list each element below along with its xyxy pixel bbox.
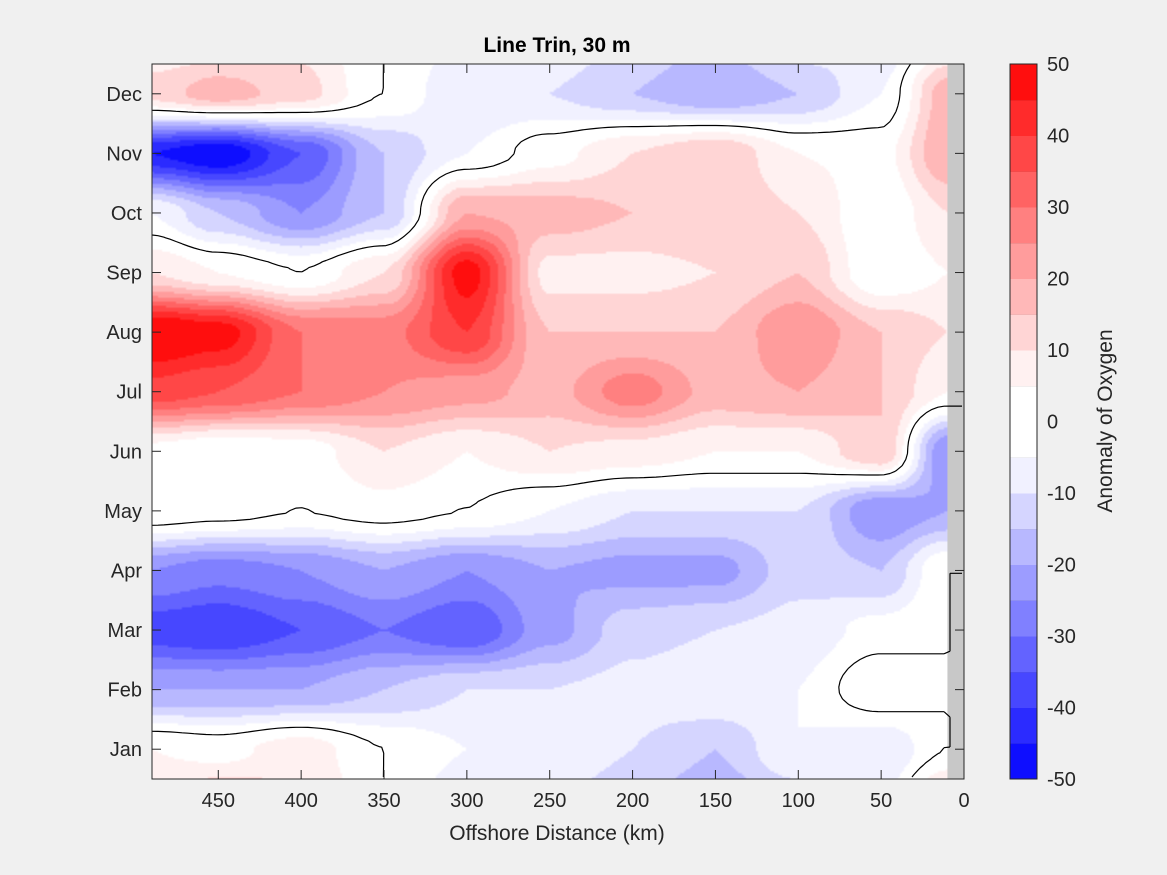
- y-tick-label: Aug: [106, 322, 142, 344]
- zero-contour-path: [152, 64, 962, 778]
- colorbar-band: [1010, 207, 1037, 244]
- y-tick-label: Oct: [111, 203, 143, 225]
- x-tick-label: 0: [958, 790, 969, 812]
- y-tick-label: Jul: [116, 382, 142, 404]
- y-axis: Jan Feb Mar Apr May Jun Jul Aug Sep Oct Nov Dec: [104, 84, 964, 761]
- colorbar-band: [1010, 421, 1037, 458]
- colorbar-tick-label: 20: [1047, 269, 1069, 291]
- y-tick-label: Apr: [111, 560, 142, 582]
- plot-area: [151, 63, 965, 780]
- heatmap-image: [152, 64, 964, 779]
- y-tick-label: May: [104, 501, 142, 523]
- colorbar-tick-label: 10: [1047, 340, 1069, 362]
- colorbar-band: [1010, 385, 1037, 422]
- y-tick-label: Feb: [108, 680, 142, 702]
- colorbar-band: [1010, 135, 1037, 172]
- colorbar-tick-label: 0: [1047, 412, 1058, 434]
- colorbar-tick-label: -30: [1047, 626, 1076, 648]
- colorbar-band: [1010, 64, 1037, 101]
- x-axis-label: Offshore Distance (km): [449, 822, 665, 845]
- chart-title: Line Trin, 30 m: [483, 34, 630, 57]
- colorbar-band: [1010, 707, 1037, 744]
- colorbar-bands: [1010, 63, 1037, 780]
- colorbar-tick-label: -50: [1047, 769, 1076, 791]
- no-data-band: [947, 64, 964, 779]
- y-tick-label: Jan: [110, 739, 142, 761]
- colorbar-frame: [1009, 63, 1038, 780]
- x-tick-label: 150: [699, 790, 732, 812]
- colorbar-tick-label: -40: [1047, 698, 1076, 720]
- colorbar-band: [1010, 457, 1037, 494]
- colorbar-tick-label: -10: [1047, 483, 1076, 505]
- colorbar-band: [1010, 600, 1037, 637]
- colorbar: 50 40 30 20 10 0 -10 -20 -30 -40 -50 Anomaly of Ox…: [1009, 54, 1117, 791]
- colorbar-band: [1010, 493, 1037, 530]
- colorbar-band: [1010, 242, 1037, 279]
- colorbar-band: [1010, 564, 1037, 601]
- colorbar-tick-label: -20: [1047, 555, 1076, 577]
- colorbar-band: [1010, 743, 1037, 780]
- plot-frame: [151, 63, 965, 780]
- colorbar-ticks: 50 40 30 20 10 0 -10 -20 -30 -40 -50: [1047, 54, 1076, 791]
- x-axis: 450 400 350 300 250 200 150 100 50 0: [202, 64, 970, 812]
- y-tick-label: Jun: [110, 441, 142, 463]
- colorbar-band: [1010, 278, 1037, 315]
- x-tick-label: 450: [202, 790, 235, 812]
- colorbar-band: [1010, 99, 1037, 136]
- colorbar-band: [1010, 671, 1037, 708]
- colorbar-label: Anomaly of Oxygen: [1094, 329, 1117, 512]
- zero-contour-lines: [152, 64, 962, 778]
- x-tick-label: 200: [616, 790, 649, 812]
- colorbar-band: [1010, 171, 1037, 208]
- colorbar-tick-label: 50: [1047, 54, 1069, 76]
- y-tick-label: Mar: [108, 620, 143, 642]
- y-tick-label: Nov: [106, 143, 142, 165]
- colorbar-band: [1010, 528, 1037, 565]
- colorbar-tick-label: 40: [1047, 126, 1069, 148]
- colorbar-band: [1010, 350, 1037, 387]
- y-tick-label: Sep: [106, 263, 142, 285]
- x-tick-label: 350: [367, 790, 400, 812]
- colorbar-tick-label: 30: [1047, 197, 1069, 219]
- colorbar-band: [1010, 314, 1037, 351]
- x-tick-label: 250: [533, 790, 566, 812]
- y-tick-label: Dec: [106, 84, 142, 106]
- x-tick-label: 400: [284, 790, 317, 812]
- x-tick-label: 300: [450, 790, 483, 812]
- x-tick-label: 50: [870, 790, 892, 812]
- colorbar-band: [1010, 636, 1037, 673]
- x-tick-label: 100: [782, 790, 815, 812]
